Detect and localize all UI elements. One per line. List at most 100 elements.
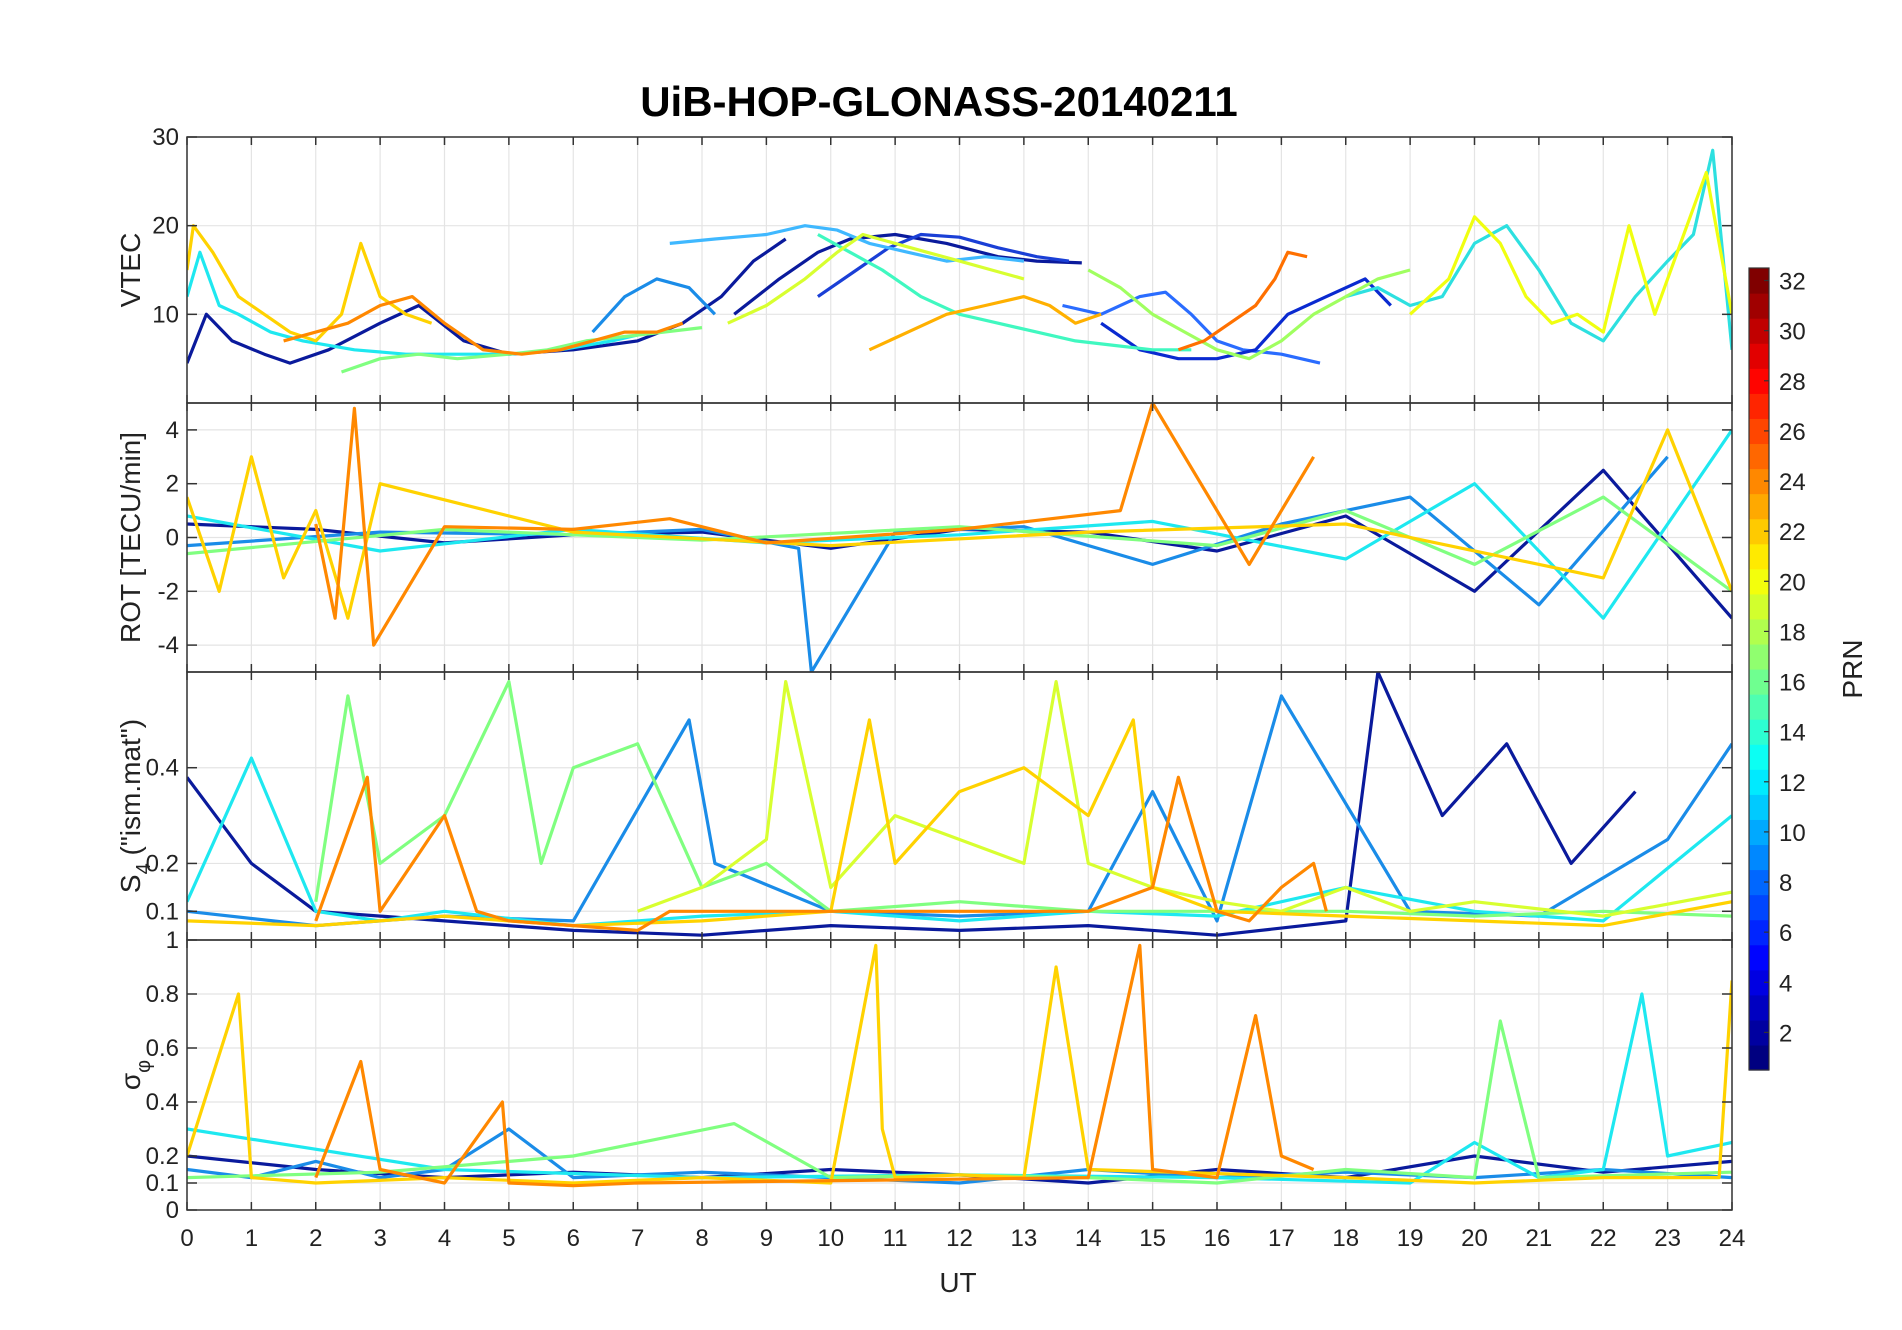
series-line-14	[1409, 170, 1732, 334]
x-tick-label: 19	[1397, 1225, 1424, 1252]
colorbar-label: PRN	[1837, 639, 1868, 698]
y-tick-label: -4	[158, 632, 179, 659]
series-line-3	[187, 992, 1732, 1185]
series-line-5	[187, 428, 1732, 620]
colorbar-cell	[1749, 293, 1769, 319]
x-tick-label: 21	[1526, 1225, 1553, 1252]
series-line-1	[187, 672, 1637, 937]
y-tick-label: 0	[166, 1197, 179, 1224]
colorbar-cell	[1749, 819, 1769, 846]
colorbar-cell	[1749, 994, 1769, 1021]
x-tick-label: 3	[373, 1225, 386, 1252]
x-tick-label: 4	[438, 1225, 451, 1252]
series-line-6	[314, 943, 1315, 1188]
x-tick-label: 6	[567, 1225, 580, 1252]
colorbar-cell	[1749, 869, 1769, 896]
series-line-5	[187, 943, 1732, 1185]
colorbar-cell	[1749, 343, 1769, 369]
colorbar-cell	[1749, 543, 1769, 570]
colorbar-cell	[1749, 744, 1769, 770]
series-line-4	[1062, 290, 1321, 365]
series-line-5	[637, 680, 1732, 918]
colorbar-tick-label: 4	[1779, 970, 1792, 997]
colorbar-cell	[1749, 969, 1769, 996]
series-line-13	[727, 232, 1025, 325]
colorbar-cell	[1749, 769, 1769, 795]
y-tick-label: 20	[152, 213, 179, 240]
colorbar-tick-label: 6	[1779, 920, 1792, 947]
series-line-7	[314, 775, 1328, 932]
panel-4: 00.10.2 0.4 0.6 0.8 1 σφ	[115, 927, 1733, 1224]
colorbar-cell	[1749, 669, 1769, 695]
colorbar-cell	[1749, 593, 1769, 620]
series-line-16	[868, 295, 1102, 352]
y-tick-label: 0.1	[146, 898, 179, 925]
series-line-7	[669, 224, 1025, 263]
y-axis-label: σφ	[115, 1060, 155, 1090]
x-tick-label: 5	[502, 1225, 515, 1252]
x-axis-label: UT	[939, 1267, 976, 1298]
series-line-3	[187, 428, 1732, 620]
x-tick-label: 24	[1719, 1225, 1746, 1252]
y-axis-label: VTEC	[115, 233, 146, 308]
y-axis-label: ROT [TECU/min]	[115, 432, 146, 643]
y-tick-label: 10	[152, 301, 179, 328]
colorbar-tick-label: 32	[1779, 269, 1806, 296]
x-tick-label: 17	[1268, 1225, 1295, 1252]
series-line-3	[816, 232, 1070, 298]
colorbar-tick-label: 18	[1779, 619, 1806, 646]
colorbar-tick-label: 20	[1779, 569, 1806, 596]
x-tick-label: 14	[1075, 1225, 1102, 1252]
y-tick-label: -2	[158, 578, 179, 605]
colorbar-cell	[1749, 944, 1769, 971]
colorbar-tick-label: 22	[1779, 519, 1806, 546]
x-tick-label: 0	[180, 1225, 193, 1252]
series-line-5	[1100, 277, 1392, 361]
x-tick-label: 12	[946, 1225, 973, 1252]
colorbar-tick-label: 12	[1779, 770, 1806, 797]
x-tick-label: 9	[760, 1225, 773, 1252]
x-tick-label: 1	[245, 1225, 258, 1252]
colorbar-cell	[1749, 643, 1769, 670]
series-line-4	[187, 495, 1732, 593]
colorbar-cell	[1749, 844, 1769, 871]
colorbar-tick-label: 10	[1779, 820, 1806, 847]
y-tick-label: 0.1	[146, 1170, 179, 1197]
x-tick-label: 16	[1204, 1225, 1231, 1252]
series-line-10	[1345, 148, 1732, 350]
x-tick-label: 22	[1590, 1225, 1617, 1252]
series-line-9	[817, 233, 1192, 352]
y-tick-label: 0	[166, 525, 179, 552]
colorbar-cell	[1749, 493, 1769, 520]
colorbar-cell	[1749, 894, 1769, 921]
x-axis: 0 1 2 3 4 5 6 7 8 9 10 11 12 13 14 15 16 17 18 19 20 21 22 23 24	[180, 1225, 1745, 1252]
colorbar-tick-label: 16	[1779, 670, 1806, 697]
colorbar-cell	[1749, 568, 1769, 595]
chart-title: UiB-HOP-GLONASS-20140211	[640, 78, 1238, 125]
colorbar-cell	[1749, 368, 1769, 394]
colorbar-cell	[1749, 393, 1769, 419]
series-line-17	[283, 295, 684, 356]
colorbar-frame	[1748, 267, 1770, 1071]
series-line-18	[1177, 250, 1308, 352]
x-tick-label: 8	[695, 1225, 708, 1252]
colorbar-cell	[1749, 468, 1769, 495]
series-group	[187, 672, 1732, 937]
x-tick-label: 7	[631, 1225, 644, 1252]
series-line-12	[1087, 268, 1411, 361]
y-tick-label: 30	[152, 124, 179, 151]
series-group	[187, 148, 1732, 374]
colorbar-cell	[1749, 518, 1769, 545]
colorbar-tick-label: 8	[1779, 870, 1792, 897]
y-tick-label: 4	[166, 417, 179, 444]
x-tick-label: 18	[1332, 1225, 1359, 1252]
y-tick-label: 0.8	[146, 981, 179, 1008]
series-line-6	[591, 277, 717, 334]
colorbar-cell	[1749, 418, 1769, 445]
colorbar-tick-label: 26	[1779, 419, 1806, 446]
colorbar-cell	[1749, 919, 1769, 946]
colorbar-cell	[1749, 1019, 1769, 1046]
y-tick-label: 1	[166, 927, 179, 954]
series-group	[187, 403, 1732, 672]
